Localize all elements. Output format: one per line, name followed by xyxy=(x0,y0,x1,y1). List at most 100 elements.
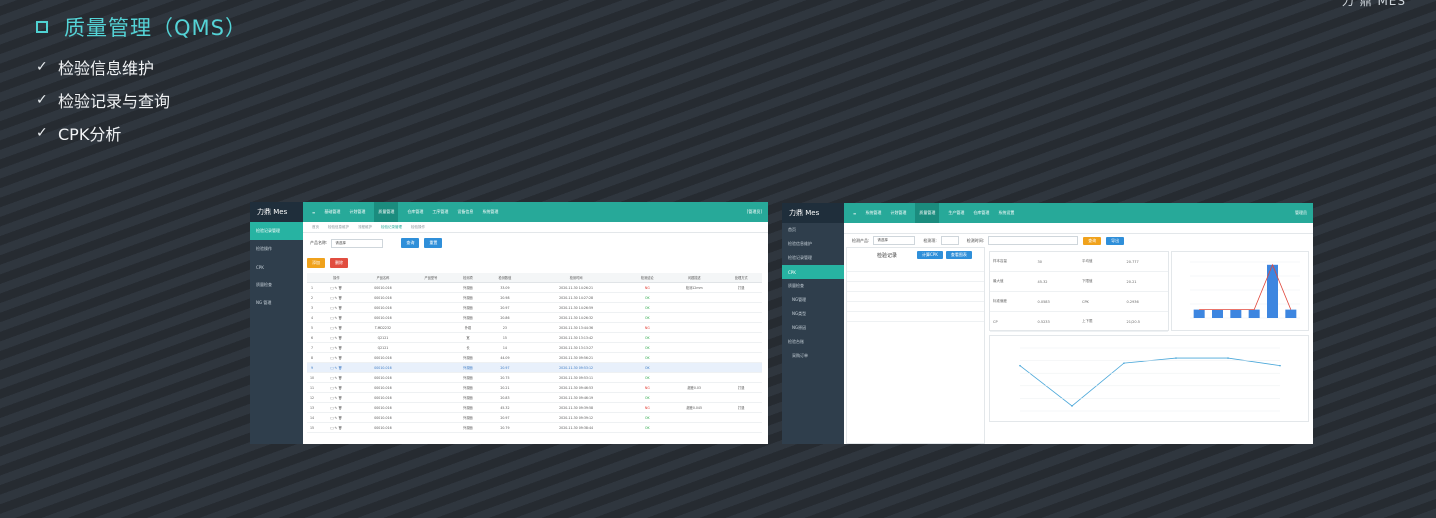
search-button[interactable]: 查询 xyxy=(1083,236,1102,245)
table-row[interactable]: 7 □ ✎ 🗑 Q2121 长 14 2020-11-30 13:13:27 OK xyxy=(307,342,762,353)
sidebar-item-purchase[interactable]: 采购订单 xyxy=(792,353,808,358)
delete-button[interactable]: 删除 xyxy=(330,258,348,268)
table-row[interactable]: 8 □ ✎ 🗑 00010-016 外观面 44.09 2020-11-30 09:56:… xyxy=(307,352,762,363)
tab-home[interactable]: 首页 xyxy=(312,224,319,229)
query-button[interactable]: 查询 xyxy=(401,238,420,248)
view-chart-button[interactable]: 查看图表 xyxy=(945,251,972,259)
reset-button[interactable]: 重置 xyxy=(424,238,443,248)
tab-records[interactable]: 检验记录管理 xyxy=(381,224,402,229)
table-row[interactable]: 2 □ ✎ 🗑 00010-016 外观面 20.98 2020-11-30 14:27:… xyxy=(307,292,762,303)
inspection-item: 外观面 xyxy=(451,292,485,303)
top-menu-item[interactable]: 仓库管理 xyxy=(973,210,990,215)
row-actions[interactable]: □ ✎ 🗑 xyxy=(317,392,356,403)
table-row[interactable]: 5 □ ✎ 🗑 T-MD2232 外观 23 2020-11-30 13:44:36 NG xyxy=(307,322,762,333)
row-actions[interactable]: □ ✎ 🗑 xyxy=(317,362,356,373)
row-actions[interactable]: □ ✎ 🗑 xyxy=(317,352,356,363)
sidebar-item-quality-check[interactable]: 质量检查 xyxy=(788,283,804,288)
top-menu-item[interactable]: 生产管理 xyxy=(948,210,965,215)
top-menu-item[interactable]: 仓库管理 xyxy=(407,209,424,214)
row-actions[interactable]: □ ✎ 🗑 xyxy=(317,422,356,433)
top-menu-item-active[interactable]: 质量管理 xyxy=(915,203,940,223)
row-actions[interactable]: □ ✎ 🗑 xyxy=(317,302,356,313)
row-actions[interactable]: □ ✎ 🗑 xyxy=(317,292,356,303)
sidebar-item-cpk[interactable]: CPK xyxy=(782,265,844,279)
sidebar-item-ng[interactable]: NG管理 xyxy=(792,297,807,302)
user-menu[interactable]: [管理员] xyxy=(746,209,762,214)
table-row[interactable]: 1 □ ✎ 🗑 00010-016 外观面 33.09 2020-11-30 14:26:… xyxy=(307,282,762,293)
top-menu-item[interactable]: 计划管理 xyxy=(349,209,366,214)
inspection-value: 20.75 xyxy=(484,372,526,383)
product-select[interactable]: 请选择 xyxy=(331,238,384,248)
sidebar-item-home[interactable]: 首页 xyxy=(788,227,796,232)
table-row[interactable]: 15 □ ✎ 🗑 00010-016 外观面 20.79 2020-11-30 09:38… xyxy=(307,422,762,433)
inspection-result: NG xyxy=(626,402,668,413)
row-number: 3 xyxy=(307,302,317,313)
date-label: 检测时间: xyxy=(966,237,985,243)
sidebar-item-operation[interactable]: 检验操作 xyxy=(256,246,272,251)
action-bar: 添加 删除 xyxy=(307,258,348,268)
table-row[interactable]: 6 □ ✎ 🗑 Q2121 宽 15 2020-11-30 13:13:42 OK xyxy=(307,332,762,343)
menu-icon[interactable]: ≡ xyxy=(312,209,316,215)
inspection-time: 2020-11-30 09:39:58 xyxy=(525,402,627,413)
row-actions[interactable]: □ ✎ 🗑 xyxy=(317,412,356,423)
issue-description xyxy=(668,302,721,313)
top-menu-item[interactable]: 系统管理 xyxy=(865,210,882,215)
inspection-value: 20.97 xyxy=(484,302,526,313)
column-header: 操作 xyxy=(317,273,356,283)
product-select[interactable]: 请选择 xyxy=(873,236,916,245)
top-menu-item[interactable]: 工序管理 xyxy=(432,209,449,214)
stat-row: 标准偏差 0.0583 CPK 0.2936 xyxy=(990,292,1168,312)
sidebar-item-quality-check[interactable]: 质量检查 xyxy=(256,282,272,287)
inspection-time: 2020-11-30 13:44:36 xyxy=(525,322,627,333)
menu-icon[interactable]: ≡ xyxy=(853,210,857,216)
table-row[interactable]: 10 □ ✎ 🗑 00010-016 外观面 20.75 2020-11-30 09:53… xyxy=(307,372,762,383)
calc-cpk-button[interactable]: 计算CPK xyxy=(917,251,943,259)
top-menu-item[interactable]: 基础管理 xyxy=(324,209,341,214)
table-row[interactable]: 9 □ ✎ 🗑 00010-016 外观面 20.97 2020-11-30 09:53:… xyxy=(307,362,762,373)
inspection-item: 外观面 xyxy=(451,372,485,383)
sidebar-item-ng[interactable]: NG 管理 xyxy=(256,300,272,305)
table-row[interactable]: 4 □ ✎ 🗑 00010-016 外观面 20.86 2020-11-30 14:26:… xyxy=(307,312,762,323)
top-menu-item-active[interactable]: 质量管理 xyxy=(374,202,399,222)
export-button[interactable]: 导出 xyxy=(1106,236,1125,245)
sidebar-item-records[interactable]: 检验记录管理 xyxy=(250,222,303,240)
inspection-item: 外观面 xyxy=(451,382,485,393)
item-select[interactable] xyxy=(940,236,959,245)
row-actions[interactable]: □ ✎ 🗑 xyxy=(317,282,356,293)
row-actions[interactable]: □ ✎ 🗑 xyxy=(317,402,356,413)
panel-title: 检验记录 xyxy=(877,252,898,259)
inspection-item: 外观面 xyxy=(451,402,485,413)
product-model xyxy=(410,312,452,323)
user-menu[interactable]: 管理员 xyxy=(1295,210,1307,215)
add-button[interactable]: 添加 xyxy=(307,258,325,268)
row-actions[interactable]: □ ✎ 🗑 xyxy=(317,332,356,343)
sidebar-item-ledger[interactable]: 检验台账 xyxy=(788,339,804,344)
table-row[interactable]: 13 □ ✎ 🗑 00010-016 外观面 45.32 2020-11-30 09:39… xyxy=(307,402,762,413)
top-menu-item[interactable]: 计划管理 xyxy=(890,210,907,215)
row-actions[interactable]: □ ✎ 🗑 xyxy=(317,312,356,323)
row-actions[interactable]: □ ✎ 🗑 xyxy=(317,372,356,383)
top-menu-item[interactable]: 设备信息 xyxy=(457,209,474,214)
top-menu-item[interactable]: 系统管理 xyxy=(482,209,499,214)
sidebar-item-ng-type[interactable]: NG类型 xyxy=(792,311,807,316)
sidebar-item-info[interactable]: 检验信息维护 xyxy=(788,241,812,246)
tab-operation[interactable]: 检验操作 xyxy=(411,224,425,229)
sidebar-item-records[interactable]: 检验记录管理 xyxy=(788,255,812,260)
date-range-input[interactable] xyxy=(988,236,1079,245)
sidebar-item-ng-reason[interactable]: NG原因 xyxy=(792,325,807,330)
tab-info[interactable]: 检验信息维护 xyxy=(328,224,349,229)
table-row[interactable]: 14 □ ✎ 🗑 00010-016 外观面 20.97 2020-11-30 09:39… xyxy=(307,412,762,423)
table-row[interactable]: 11 □ ✎ 🗑 00010-016 外观面 20.21 2020-11-30 09:46… xyxy=(307,382,762,393)
top-menu-item[interactable]: 系统设置 xyxy=(998,210,1015,215)
app-logo: 力鼎 Mes xyxy=(782,203,844,223)
row-actions[interactable]: □ ✎ 🗑 xyxy=(317,322,356,333)
inspection-result: NG xyxy=(626,382,668,393)
sidebar-item-cpk[interactable]: CPK xyxy=(256,264,264,270)
table-row[interactable]: 3 □ ✎ 🗑 00010-016 外观面 20.97 2020-11-30 14:26:… xyxy=(307,302,762,313)
product-model xyxy=(410,382,452,393)
table-row[interactable]: 12 □ ✎ 🗑 00010-016 外观面 20.83 2020-11-30 09:46… xyxy=(307,392,762,403)
row-actions[interactable]: □ ✎ 🗑 xyxy=(317,342,356,353)
tab-flow[interactable]: 流程维护 xyxy=(358,224,372,229)
row-actions[interactable]: □ ✎ 🗑 xyxy=(317,382,356,393)
handling-method: 打退 xyxy=(720,282,762,293)
